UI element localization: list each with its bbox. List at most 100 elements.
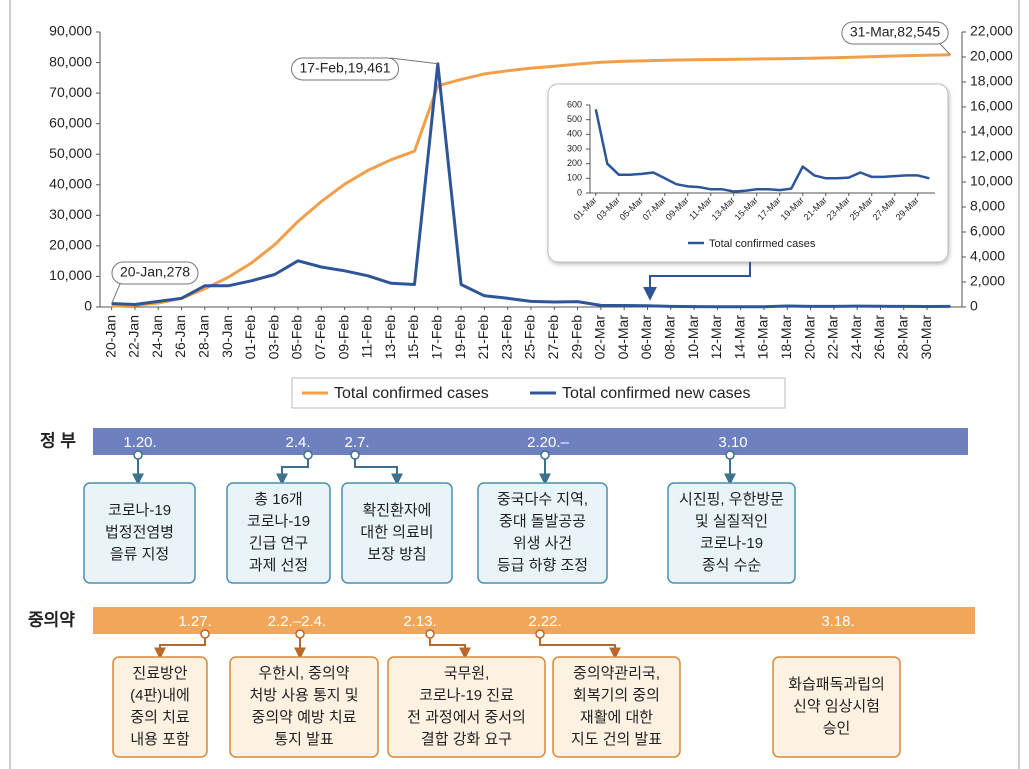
x-tick-label: 24-Jan (149, 315, 165, 358)
y-tick-label: 0 (84, 298, 92, 314)
x-tick-label: 12-Mar (708, 315, 724, 360)
event-text: 과제 선정 (249, 557, 308, 574)
event-text: 코로나-19 (108, 502, 171, 519)
event-text: 및 실질적인 (695, 513, 768, 530)
event-text: 승인 (823, 720, 851, 737)
connector-dot (295, 629, 305, 639)
y2-tick-label: 14,000 (970, 123, 1013, 139)
event-date: 1.27. (178, 613, 211, 630)
x-tick-label: 23-Feb (498, 315, 514, 360)
x-tick-label: 26-Mar (871, 315, 887, 360)
annotation-box (841, 21, 949, 45)
event-box (229, 656, 379, 758)
event-text: 중의약관리국, (573, 665, 660, 682)
y-tick-label: 200 (567, 158, 582, 168)
event-box (112, 656, 208, 758)
x-tick-label: 02-Mar (592, 315, 608, 360)
x-tick-label: 01-Feb (242, 315, 258, 360)
connector-dot (725, 450, 735, 460)
event-text: 중의약 예방 치료 (252, 709, 357, 726)
event-text: 위생 사건 (513, 535, 572, 552)
connector-dot (350, 450, 360, 460)
connector (539, 634, 621, 660)
event-text: 우한시, 중의약 (258, 665, 349, 682)
tcm-bar (93, 607, 975, 634)
event-text: 코로나-19 진료 (419, 687, 514, 704)
annotation: 31-Mar,82,545 (850, 24, 940, 40)
x-tick-label: 04-Mar (615, 315, 631, 360)
connector (354, 455, 403, 486)
annotation-pointer (939, 43, 951, 56)
y-tick-label: 40,000 (49, 175, 92, 191)
event-date: 2.13. (403, 613, 436, 630)
event-text: 회복기의 중의 (573, 687, 660, 704)
event-box (552, 656, 681, 758)
x-tick-label: 10-Mar (685, 315, 701, 360)
event-text: 처방 사용 통지 및 (249, 687, 358, 704)
annotation-pointer (390, 57, 438, 65)
annotation-box (111, 261, 199, 285)
event-date: 1.20. (123, 434, 156, 451)
y-tick-label: 20,000 (49, 237, 92, 253)
y2-tick-label: 4,000 (970, 248, 1005, 264)
event-text: 결합 강화 요구 (421, 731, 512, 748)
y2-tick-label: 0 (970, 298, 978, 314)
connector (154, 634, 206, 660)
event-date: 2.4. (285, 434, 310, 451)
event-text: 총 16개 (254, 491, 302, 508)
connector-dot (133, 450, 143, 460)
event-text: 중국다수 지역, (497, 491, 588, 508)
x-tick-label: 29-Feb (568, 315, 584, 360)
event-text: 중대 돌발공공 (499, 513, 586, 530)
legend-label: Total confirmed new cases (562, 385, 751, 402)
event-text: (4판)내에 (130, 687, 190, 704)
event-text: 재활에 대한 (580, 709, 653, 726)
connector-dot (303, 450, 313, 460)
x-tick-label: 22-Jan (126, 315, 142, 358)
event-box (226, 482, 331, 584)
y2-tick-label: 20,000 (970, 48, 1013, 64)
event-text: 내용 포함 (130, 731, 190, 748)
y-tick-label: 80,000 (49, 53, 92, 69)
x-tick-label: 22-Mar (825, 315, 841, 360)
x-tick-label: 14-Mar (731, 315, 747, 360)
x-tick-label: 30-Jan (219, 315, 235, 358)
event-text: 코로나-19 (700, 535, 763, 552)
event-box (477, 482, 608, 584)
event-text: 신약 임상시험 (793, 698, 880, 715)
x-tick-label: 30-Mar (918, 315, 934, 360)
annotation: 17-Feb,19,461 (299, 60, 390, 76)
legend-label: Total confirmed cases (709, 238, 816, 250)
x-tick-label: 07-Feb (312, 315, 328, 360)
event-text: 지도 건의 발표 (571, 731, 662, 748)
event-text: 확진환자에 (362, 502, 431, 519)
y2-tick-label: 10,000 (970, 173, 1013, 189)
event-date: 2.20.– (527, 434, 569, 451)
event-text: 중의 치료 (130, 709, 190, 726)
connector (276, 455, 309, 486)
connector-dot (540, 450, 550, 460)
y2-tick-label: 16,000 (970, 98, 1013, 114)
y-tick-label: 30,000 (49, 206, 92, 222)
event-text: 국무원, (444, 665, 490, 682)
legend: Total confirmed cases Total confirmed ne… (291, 377, 786, 409)
event-text: 전 과정에서 중서의 (407, 709, 526, 726)
legend-label: Total confirmed cases (334, 385, 489, 402)
connector-dot (425, 629, 435, 639)
y-tick-label: 300 (567, 143, 582, 153)
y-tick-label: 100 (567, 173, 582, 183)
inset-pointer (643, 262, 751, 301)
government-bar (93, 428, 968, 455)
y-tick-label: 0 (577, 187, 582, 197)
government-label: 정 부 (40, 431, 76, 450)
inset-chart: 010020030040050060001-Mar03-Mar05-Mar07-… (547, 83, 949, 263)
series-line (111, 53, 951, 308)
y2-tick-label: 6,000 (970, 223, 1005, 239)
event-box (83, 482, 196, 584)
x-tick-label: 28-Jan (196, 315, 212, 358)
event-text: 보장 방침 (367, 546, 426, 563)
event-date: 2.2.–2.4. (268, 613, 326, 630)
x-tick-label: 27-Feb (545, 315, 561, 360)
y-tick-label: 60,000 (49, 114, 92, 130)
